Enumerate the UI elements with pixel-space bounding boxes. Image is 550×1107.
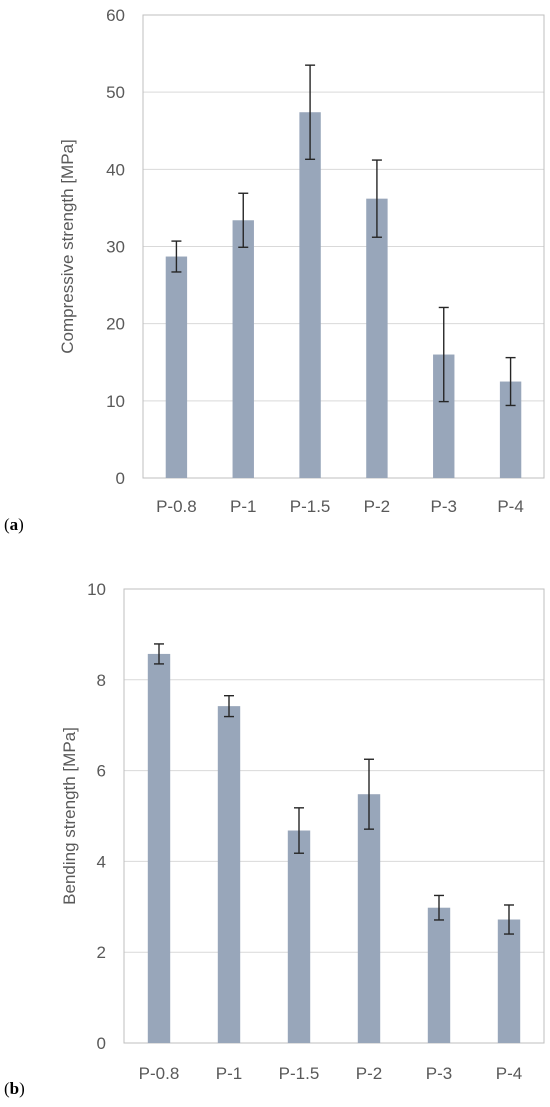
- bar: [287, 830, 311, 1043]
- bar: [497, 919, 521, 1043]
- y-tick-label: 20: [106, 315, 125, 334]
- y-tick-label: 8: [97, 671, 106, 690]
- x-tick-label: P-1.5: [290, 497, 331, 516]
- bar: [217, 706, 241, 1043]
- x-tick-label: P-3: [431, 497, 457, 516]
- y-axis-label: Bending strength [MPa]: [60, 727, 79, 905]
- x-tick-label: P-0.8: [139, 1064, 180, 1083]
- panel-label: (b): [4, 1079, 25, 1098]
- bar: [232, 220, 254, 478]
- y-tick-label: 0: [116, 469, 125, 488]
- x-tick-label: P-2: [356, 1064, 382, 1083]
- bar: [357, 794, 381, 1043]
- y-tick-label: 30: [106, 238, 125, 257]
- x-tick-label: P-2: [364, 497, 390, 516]
- chart-b-bending-strength: 0 2 4 6 8 10 P-0.8 P-1 P-1.5 P-2 P-3 P-4 Bending str…: [4, 580, 545, 1098]
- y-tick-label: 60: [106, 6, 125, 25]
- bar: [165, 256, 188, 478]
- panel-label: (a): [4, 515, 24, 534]
- y-tick-label: 10: [87, 580, 106, 599]
- y-tick-label: 4: [97, 852, 106, 871]
- x-tick-label: P-1: [230, 497, 256, 516]
- bar: [299, 112, 321, 478]
- bar: [366, 198, 388, 478]
- y-tick-label: 6: [97, 762, 106, 781]
- chart-a-compressive-strength: 0 10 20 30 40 50 60 P-0.8 P-1 P-1.5 P-2 P-3 P-4 Compr…: [4, 6, 545, 534]
- y-tick-label: 40: [106, 160, 125, 179]
- x-tick-label: P-1: [216, 1064, 242, 1083]
- y-tick-label: 50: [106, 83, 125, 102]
- bar: [433, 354, 455, 478]
- bar: [427, 907, 451, 1043]
- x-tick-label: P-4: [497, 497, 523, 516]
- plot-frame: [142, 14, 545, 479]
- plot-frame: [123, 588, 545, 1044]
- y-tick-label: 0: [97, 1034, 106, 1053]
- x-tick-label: P-3: [426, 1064, 452, 1083]
- y-axis-label: Compressive strength [MPa]: [58, 139, 77, 353]
- x-tick-label: P-4: [496, 1064, 522, 1083]
- y-tick-label: 2: [97, 943, 106, 962]
- x-tick-label: P-1.5: [279, 1064, 320, 1083]
- x-tick-label: P-0.8: [156, 497, 197, 516]
- bar: [499, 381, 522, 478]
- bar: [147, 653, 171, 1043]
- y-tick-label: 10: [106, 392, 125, 411]
